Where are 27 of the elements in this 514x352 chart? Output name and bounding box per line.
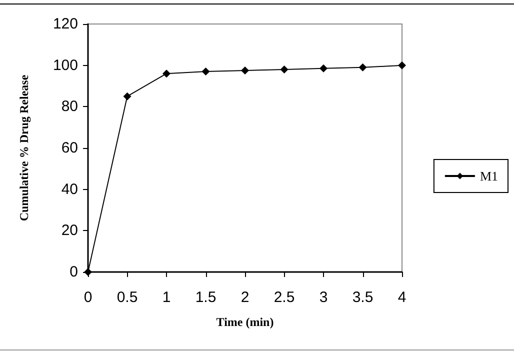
y-tick-label: 80 [61, 98, 78, 116]
point [241, 66, 249, 74]
y-axis-title: Cumulative % Drug Release [17, 74, 31, 222]
x-tick-label: 4 [398, 289, 406, 306]
point [202, 68, 210, 76]
x-tick-label: 2 [240, 289, 250, 306]
x-tick-label: 0 [84, 289, 92, 306]
point [123, 92, 132, 100]
y-tick-label: 100 [52, 56, 78, 74]
point [280, 65, 288, 74]
y-tick-label: 60 [61, 140, 78, 156]
point [358, 63, 367, 72]
x-axis-title: Time (min) [216, 315, 274, 329]
point [398, 61, 406, 70]
x-tick-label: 3.5 [352, 289, 374, 306]
point [162, 70, 170, 78]
x-tick-label: 1 [162, 289, 171, 306]
y-tick-label: 0 [70, 264, 78, 280]
y-tick-label: 20 [61, 222, 78, 240]
x-tick-label: 3 [319, 289, 328, 306]
y-tick-label: 120 [52, 16, 78, 32]
point [320, 64, 328, 72]
legend-label: M1 [480, 168, 498, 184]
x-tick-label: 0.5 [116, 289, 138, 306]
y-tick-label: 40 [61, 180, 78, 198]
x-tick-label: 1.5 [195, 289, 216, 306]
x-tick-label: 2.5 [274, 289, 295, 306]
